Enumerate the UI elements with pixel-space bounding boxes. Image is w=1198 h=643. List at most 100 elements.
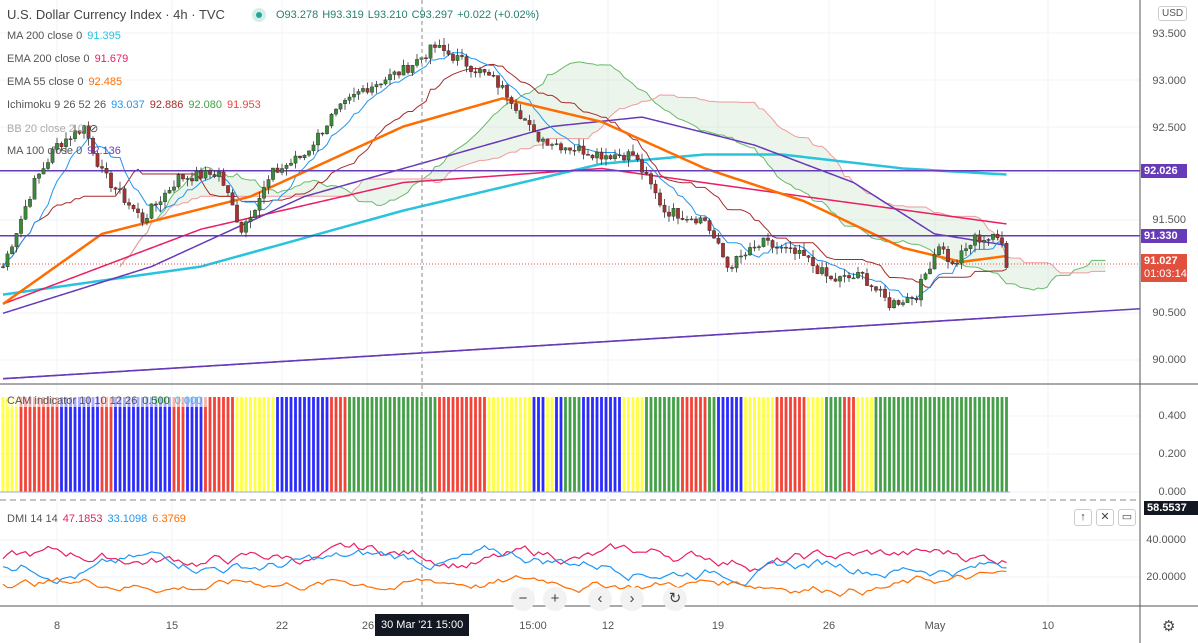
cam-bar (352, 397, 356, 492)
candle-body (626, 151, 631, 161)
hidden-eye-icon[interactable]: ⊘ (89, 123, 99, 135)
candle-body (640, 159, 644, 173)
cam-bar (811, 397, 815, 492)
candle-body (770, 240, 775, 248)
cam-bar (370, 397, 374, 492)
candle-body (392, 71, 397, 75)
candle-body (829, 275, 833, 280)
cam-bar (253, 397, 257, 492)
candle-body (239, 221, 244, 233)
zoom-in-button[interactable]: + (543, 587, 567, 611)
candle-body (991, 233, 995, 240)
candle-body (671, 208, 676, 217)
candle-body (356, 91, 361, 95)
cam-bar (861, 397, 864, 492)
cam-bar (145, 397, 149, 492)
price-tick: 91.500 (1152, 214, 1186, 226)
candle-body (343, 100, 347, 105)
candle-body (406, 65, 410, 73)
cam-bar (982, 397, 986, 492)
cam-bar (856, 397, 860, 492)
candle-body (599, 151, 604, 160)
candle-body (941, 246, 946, 250)
scroll-right-button[interactable]: › (620, 587, 644, 611)
dmi-legend[interactable]: DMI 14 14 47.1853 33.1098 6.3769 (7, 513, 191, 525)
candle-body (604, 155, 608, 160)
cam-bar (519, 397, 522, 492)
candle-body (73, 130, 77, 139)
indicator-legend[interactable]: MA 100 close 0 92.136 (7, 145, 126, 157)
dmi-plus-value: 47.1853 (62, 513, 103, 525)
candle-body (680, 218, 685, 220)
cam-bar (51, 397, 54, 492)
ohlc-readout: O93.278 H93.319 L93.210 C93.297 +0.022 (+0.0… (276, 9, 543, 21)
dmi-tick: 20.0000 (1146, 571, 1186, 583)
candle-body (442, 44, 446, 51)
cam-bar (204, 397, 207, 492)
cam-bar (118, 397, 122, 492)
candle-body (527, 120, 532, 125)
ema200-line (2, 167, 1007, 305)
cam-label: CAM indicator 10 10 12 26 (7, 395, 138, 407)
cam-bar (951, 397, 954, 492)
reset-chart-button[interactable]: ↻ (663, 587, 687, 611)
zoom-out-button[interactable]: − (511, 587, 535, 611)
cam-bar (492, 397, 495, 492)
candle-body (752, 246, 757, 249)
cam-bar (339, 397, 342, 492)
candle-body (262, 186, 266, 199)
move-pane-up-button[interactable]: ↑ (1074, 509, 1092, 526)
cam-bar (798, 397, 801, 492)
price-tick: 92.500 (1152, 122, 1186, 134)
indicator-value: 91.679 (94, 53, 129, 65)
cam-bar (595, 397, 599, 492)
candle-body (550, 144, 554, 146)
cam-bar (379, 397, 383, 492)
candle-body (163, 192, 167, 203)
indicator-legend[interactable]: Ichimoku 9 26 52 26 93.037 92.886 92.080 91.… (7, 99, 266, 111)
scroll-left-button[interactable]: ‹ (588, 587, 612, 611)
cam-bar (802, 397, 806, 492)
candle-body (41, 168, 46, 175)
candle-body (622, 155, 626, 161)
candle-body (856, 272, 860, 279)
candle-body (437, 44, 442, 48)
candle-body (329, 113, 334, 127)
bar-countdown: 01:03:14 (1144, 268, 1187, 280)
cam-bar (577, 397, 581, 492)
cam-bar (181, 397, 185, 492)
cam-bar (429, 397, 432, 492)
candle-body (536, 131, 541, 142)
cam-bar (960, 397, 963, 492)
indicator-legend[interactable]: EMA 200 close 0 91.679 (7, 53, 133, 65)
candle-body (185, 178, 190, 180)
candle-body (5, 253, 10, 267)
close-pane-button[interactable]: ✕ (1096, 509, 1114, 526)
cam-legend[interactable]: CAM indicator 10 10 12 26 0.500 0.000 (7, 395, 208, 407)
candle-body (1, 266, 5, 268)
cam-bar (100, 397, 104, 492)
cam-bar (613, 397, 617, 492)
price-tick: 93.500 (1152, 28, 1186, 40)
candle-body (613, 154, 617, 160)
symbol-title[interactable]: U.S. Dollar Currency Index · 4h · TVC (7, 7, 225, 22)
candle-body (32, 178, 37, 200)
dmi-plus-line (2, 542, 1007, 573)
candle-body (982, 240, 986, 243)
open-value: O93.278 (276, 9, 319, 21)
dmi-minus-line (2, 544, 1007, 587)
indicator-legend[interactable]: BB 20 close 2 0 ⊘ (7, 122, 103, 135)
maximize-pane-button[interactable]: ▭ (1118, 509, 1136, 526)
candle-body (428, 44, 433, 59)
settings-gear-icon[interactable]: ⚙ (1162, 618, 1176, 635)
candle-body (811, 257, 815, 266)
candle-body (316, 132, 320, 146)
cam-bar (465, 397, 468, 492)
cam-bar (78, 397, 81, 492)
tenkan-line (2, 52, 1007, 299)
candle-body (190, 178, 194, 182)
indicator-legend[interactable]: EMA 55 close 0 92.485 (7, 76, 127, 88)
currency-badge[interactable]: USD (1158, 6, 1188, 21)
indicator-legend[interactable]: MA 200 close 0 91.395 (7, 30, 126, 42)
